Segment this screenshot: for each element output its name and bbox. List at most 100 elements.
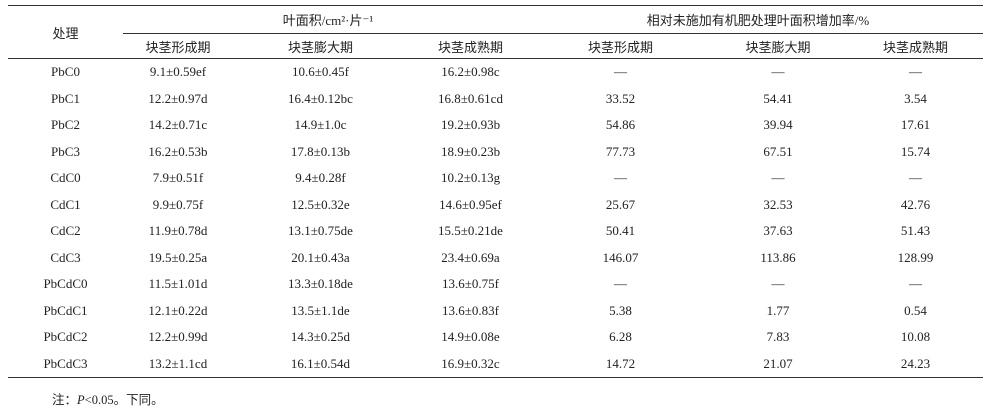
subheader-cell: 块茎形成期 <box>123 33 233 59</box>
table-row: CdC1 9.9±0.75f 12.5±0.32e 14.6±0.95ef 25.67 3… <box>8 192 983 219</box>
table-cell: 54.86 <box>605 117 636 133</box>
table-cell: 11.9±0.78d <box>148 223 208 239</box>
subheader-cell: 块茎膨大期 <box>233 33 408 59</box>
row-label: PbC1 <box>51 90 80 106</box>
subheader-row: 块茎形成期 块茎膨大期 块茎成熟期 块茎形成期 块茎膨大期 块茎成熟期 <box>8 33 984 59</box>
table-row: PbCdC2 12.2±0.99d 14.3±0.25d 14.9±0.08e 6.28… <box>8 324 983 351</box>
table-cell: 12.2±0.99d <box>148 329 208 345</box>
table-cell: — <box>909 64 923 80</box>
table-row: PbC2 14.2±0.71c 14.9±1.0c 19.2±0.93b 54.86 39… <box>8 112 983 139</box>
table-cell: 16.2±0.98c <box>441 64 500 80</box>
subheader-cell: 块茎成熟期 <box>848 33 984 59</box>
row-label: CdC2 <box>50 223 81 239</box>
table-cell: 11.5±1.01d <box>148 276 208 292</box>
table-body: PbC0 9.1±0.59ef 10.6±0.45f 16.2±0.98c — — — PbC… <box>8 59 984 378</box>
table-cell: 77.73 <box>605 143 636 159</box>
table-row: CdC3 19.5±0.25a 20.1±0.43a 23.4±0.69a 146.07… <box>8 245 983 272</box>
table-cell: 10.08 <box>900 329 931 345</box>
table-cell: 13.2±1.1cd <box>123 350 233 378</box>
table-cell: 14.9±0.08e <box>441 329 500 345</box>
subheader-cell: 块茎成熟期 <box>408 33 534 59</box>
table-cell: 9.4±0.28f <box>295 170 346 186</box>
table-cell: 17.8±0.13b <box>290 143 351 159</box>
table-cell: 9.9±0.75f <box>152 196 204 212</box>
table-cell: 13.1±0.75de <box>288 223 353 239</box>
table-cell: — <box>771 170 785 186</box>
table-cell: — <box>614 170 628 186</box>
row-label: PbCdC3 <box>8 350 123 378</box>
table-cell: 17.61 <box>900 117 931 133</box>
table-cell: 16.9±0.32c <box>408 350 534 378</box>
table-row: PbCdC0 11.5±1.01d 13.3±0.18de 13.6±0.75f — — — <box>8 271 983 298</box>
table-cell: — <box>909 170 923 186</box>
table-cell: 13.5±1.1de <box>291 302 350 318</box>
table-cell: 67.51 <box>763 143 793 159</box>
row-label: PbC0 <box>51 64 80 80</box>
table-cell: 128.99 <box>897 249 934 265</box>
header-row: 处理 叶面积/cm²·片⁻¹ 相对未施加有机肥处理叶面积增加率/% <box>8 5 984 59</box>
row-label: PbCdC0 <box>43 276 88 292</box>
table-cell: 113.86 <box>760 249 796 265</box>
row-label: PbC3 <box>51 143 80 159</box>
table-cell: 15.5±0.21de <box>438 223 503 239</box>
table-cell: 146.07 <box>602 249 639 265</box>
row-label: PbC2 <box>51 117 80 133</box>
table-cell: 13.6±0.83f <box>442 302 499 318</box>
table-cell: 14.2±0.71c <box>148 117 208 133</box>
table-row: PbCdC3 13.2±1.1cd 16.1±0.54d 16.9±0.32c 14.7… <box>8 350 984 378</box>
table-row: PbCdC1 12.1±0.22d 13.5±1.1de 13.6±0.83f 5.38… <box>8 298 983 325</box>
table-cell: 19.5±0.25a <box>148 249 208 265</box>
subheader-cell: 块茎形成期 <box>533 33 709 59</box>
table-cell: 16.2±0.53b <box>148 143 208 159</box>
table-row: PbC3 16.2±0.53b 17.8±0.13b 18.9±0.23b 77.73 6… <box>8 139 983 166</box>
note-text: <0.05。下同。 <box>84 393 164 407</box>
table-cell: 14.72 <box>533 350 709 378</box>
data-table: 处理 叶面积/cm²·片⁻¹ 相对未施加有机肥处理叶面积增加率/% 块茎形成期块… <box>8 5 984 378</box>
table-cell: 14.6±0.95ef <box>439 196 502 212</box>
table-cell: 6.28 <box>609 329 632 345</box>
group-header: 叶面积/cm²·片⁻¹ <box>123 5 534 34</box>
table-cell: 33.52 <box>605 90 636 106</box>
table-cell: 20.1±0.43a <box>291 249 350 265</box>
table-cell: 42.76 <box>900 196 931 212</box>
row-label: CdC1 <box>50 196 81 212</box>
table-cell: — <box>771 64 785 80</box>
table-cell: 54.41 <box>763 90 793 106</box>
row-label: PbCdC1 <box>43 302 88 318</box>
note-italic: P <box>77 393 85 407</box>
table-cell: 24.23 <box>848 350 984 378</box>
table-cell: — <box>614 64 628 80</box>
table-cell: 39.94 <box>763 117 793 133</box>
table-cell: 7.9±0.51f <box>152 170 204 186</box>
table-row: PbC1 12.2±0.97d 16.4±0.12bc 16.8±0.61cd 33.5… <box>8 86 983 113</box>
subheader-cell: 块茎膨大期 <box>708 33 849 59</box>
row-label: CdC0 <box>50 170 81 186</box>
table-cell: 50.41 <box>605 223 636 239</box>
row-label: PbCdC2 <box>43 329 88 345</box>
table-cell: 16.4±0.12bc <box>288 90 353 106</box>
table-cell: — <box>909 276 923 292</box>
table-cell: 12.5±0.32e <box>291 196 350 212</box>
table-cell: 18.9±0.23b <box>440 143 501 159</box>
table-row: CdC2 11.9±0.78d 13.1±0.75de 15.5±0.21de 50.4… <box>8 218 983 245</box>
table-cell: 51.43 <box>900 223 931 239</box>
table-cell: 12.1±0.22d <box>148 302 208 318</box>
table-cell: 25.67 <box>605 196 636 212</box>
table-cell: 10.6±0.45f <box>292 64 349 80</box>
table-cell: — <box>614 276 628 292</box>
table-cell: 5.38 <box>609 302 632 318</box>
table-cell: 13.6±0.75f <box>442 276 499 292</box>
table-cell: 23.4±0.69a <box>441 249 500 265</box>
note-prefix: 注： <box>52 393 78 407</box>
table-cell: 0.54 <box>904 302 927 318</box>
table-cell: 7.83 <box>766 329 790 345</box>
table-cell: 21.07 <box>708 350 849 378</box>
table-cell: 19.2±0.93b <box>440 117 501 133</box>
table-row: PbC0 9.1±0.59ef 10.6±0.45f 16.2±0.98c — — — <box>8 59 983 86</box>
note: 注：P<0.05。下同。 <box>52 389 164 408</box>
table-cell: 10.2±0.13g <box>440 170 501 186</box>
table-cell: 14.9±1.0c <box>294 117 347 133</box>
table-cell: 37.63 <box>763 223 793 239</box>
table-cell: 15.74 <box>900 143 931 159</box>
